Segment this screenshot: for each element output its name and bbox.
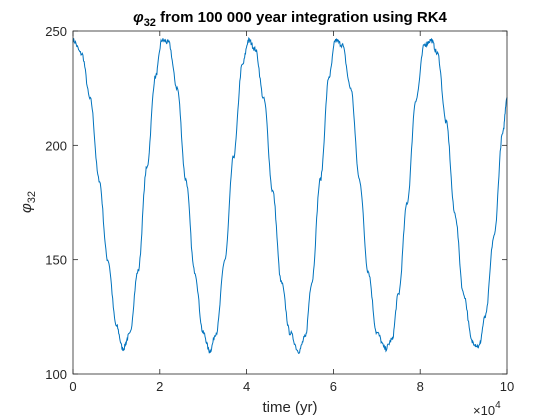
x-scale-power: 4: [495, 400, 501, 411]
y-axis-symbol: φ: [18, 203, 35, 213]
chart-title-rest: from 100 000 year integration using RK4: [156, 9, 448, 26]
tick-labels: 0 2 4 6 8 10 100 150 200 250: [45, 24, 514, 394]
x-tick-label: 2: [156, 379, 163, 394]
x-tick-label: 8: [417, 379, 424, 394]
x-scale-base: ×10: [473, 403, 495, 418]
y-tick-label: 200: [45, 138, 67, 153]
y-tick-label: 100: [45, 367, 67, 382]
x-axis-title: time (yr): [263, 399, 318, 416]
x-tick-label: 10: [500, 379, 514, 394]
y-axis-title: φ32: [18, 191, 38, 213]
x-tick-label: 6: [330, 379, 337, 394]
y-tick-label: 150: [45, 253, 67, 268]
series-line: [72, 37, 508, 354]
y-axis-subscript: 32: [26, 191, 38, 203]
x-tick-label: 4: [243, 379, 250, 394]
x-scale-exponent: ×104: [473, 400, 501, 418]
chart-title-symbol: φ: [133, 9, 144, 26]
chart-title: φ32 from 100 000 year integration using …: [133, 9, 447, 29]
plot-area: [73, 31, 507, 374]
y-tick-label: 250: [45, 24, 67, 39]
chart-title-subscript: 32: [144, 17, 156, 29]
plot-frame: [72, 30, 508, 375]
x-tick-label: 0: [69, 379, 76, 394]
